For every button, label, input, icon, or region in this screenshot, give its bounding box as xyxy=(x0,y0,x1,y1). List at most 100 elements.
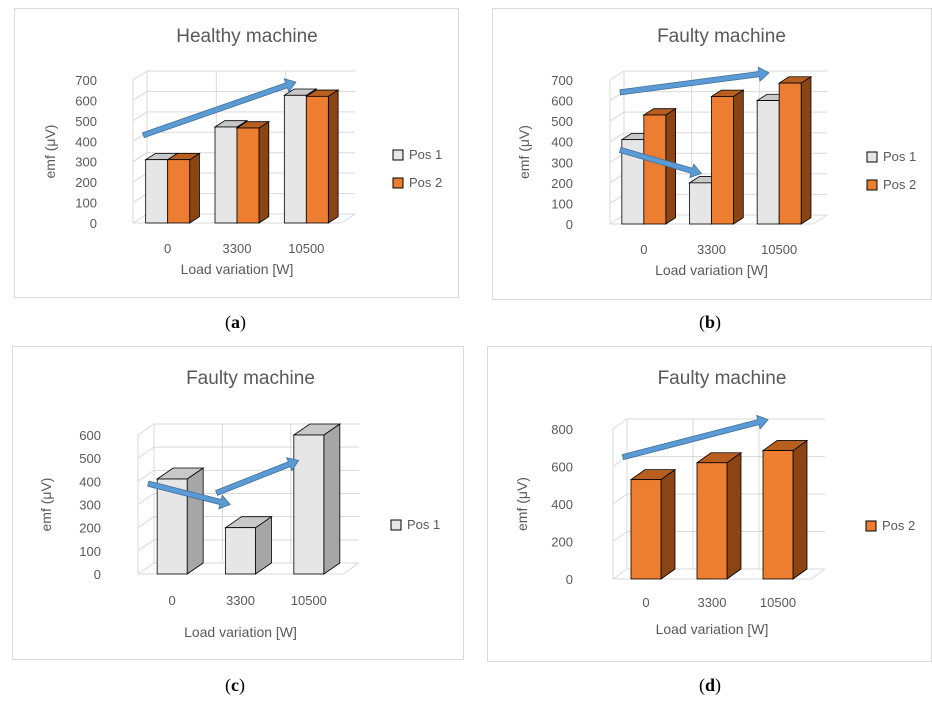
chart-svg-c: Faulty machine 0 100 200 300 400 500 600 0 3300 10… xyxy=(38,368,440,640)
y-axis-label: emf (μV) xyxy=(514,477,530,531)
bar-side xyxy=(792,439,808,580)
trend-arrow-shape xyxy=(142,78,297,139)
legend-label: Pos 2 xyxy=(409,175,442,190)
gridline-wall xyxy=(137,516,155,529)
bar xyxy=(305,95,329,224)
legend-label: Pos 1 xyxy=(883,149,916,164)
y-tick-label: 300 xyxy=(79,498,101,513)
bar xyxy=(283,94,307,224)
x-axis-label: Load variation [W] xyxy=(656,621,769,637)
gridline-wall xyxy=(137,446,155,459)
chart-title: Faulty machine xyxy=(186,368,315,389)
y-tick-label: 100 xyxy=(79,544,101,559)
x-tick-label: 0 xyxy=(642,595,649,610)
bar xyxy=(630,479,662,580)
x-tick-label: 3300 xyxy=(697,242,726,257)
bar xyxy=(643,114,667,225)
y-tick-label: 300 xyxy=(75,155,97,170)
gridline-wall xyxy=(132,152,148,163)
chart-title: Healthy machine xyxy=(176,26,318,47)
y-tick-label: 400 xyxy=(551,497,573,512)
x-tick-label: 10500 xyxy=(760,595,796,610)
gridline-wall xyxy=(609,132,625,143)
gridline-wall xyxy=(137,493,155,505)
y-tick-label: 600 xyxy=(79,428,101,443)
y-axis-label: emf (μV) xyxy=(516,125,532,179)
y-tick-label: 300 xyxy=(551,155,573,170)
caption-letter-b: b xyxy=(705,312,716,332)
y-tick-label: 100 xyxy=(75,196,97,211)
trend-arrow-shape xyxy=(215,457,300,496)
y-tick-label: 700 xyxy=(75,73,97,88)
floor-side xyxy=(340,213,356,224)
gridline-wall xyxy=(137,423,155,436)
legend-label: Pos 2 xyxy=(882,518,915,533)
caption-letter-a: a xyxy=(231,312,240,332)
y-tick-label: 600 xyxy=(551,460,573,475)
chart-panel-b: Faulty machine 0 100 200 300 400 500 600 700 0 330… xyxy=(492,8,932,300)
chart-title: Faulty machine xyxy=(657,26,786,47)
legend-label: Pos 2 xyxy=(883,177,916,192)
chart-svg-d: Faulty machine 0 200 400 600 800 0 3300 10500 Loa… xyxy=(514,368,915,637)
bar-side xyxy=(733,89,744,225)
bar-side xyxy=(258,120,270,224)
y-tick-label: 200 xyxy=(551,176,573,191)
legend-swatch xyxy=(392,177,404,189)
gridline-wall xyxy=(132,91,148,101)
y-tick-label: 400 xyxy=(79,474,101,489)
bar-side xyxy=(186,467,204,575)
bar-side xyxy=(323,423,341,575)
bar xyxy=(762,450,794,580)
gridline-wall xyxy=(609,70,625,81)
y-tick-label: 0 xyxy=(566,572,573,587)
x-tick-label: 0 xyxy=(640,242,647,257)
x-tick-label: 0 xyxy=(169,593,176,608)
caption-a: (a) xyxy=(225,312,246,332)
bar-side xyxy=(726,451,742,580)
trend-arrow-shape xyxy=(618,146,703,179)
caption-c: (c) xyxy=(225,675,245,695)
y-tick-label: 500 xyxy=(79,451,101,466)
gridline-wall xyxy=(612,568,628,580)
floor-side xyxy=(810,568,826,580)
x-tick-label: 10500 xyxy=(291,593,327,608)
bar xyxy=(293,434,325,575)
legend-label: Pos 1 xyxy=(409,147,442,162)
y-tick-label: 0 xyxy=(90,216,97,231)
gridline-wall xyxy=(609,111,625,122)
x-tick-label: 10500 xyxy=(761,242,797,257)
legend-swatch xyxy=(866,151,878,163)
x-axis-label: Load variation [W] xyxy=(181,261,294,277)
floor-side xyxy=(812,214,828,225)
legend-swatch xyxy=(866,179,878,191)
x-tick-label: 3300 xyxy=(226,593,255,608)
chart-svg-b: Faulty machine 0 100 200 300 400 500 600 700 0 330… xyxy=(516,26,916,278)
y-axis-label: emf (μV) xyxy=(38,478,54,532)
y-tick-label: 0 xyxy=(566,217,573,232)
caption-letter-c: c xyxy=(231,675,239,695)
bar xyxy=(145,159,169,224)
y-axis-label: emf (μV) xyxy=(42,125,58,179)
chart-svg-a: Healthy machine 0 100 200 300 400 500 600 700 0 33… xyxy=(42,26,442,277)
bar xyxy=(689,182,712,225)
bar xyxy=(214,126,238,224)
x-tick-label: 3300 xyxy=(223,241,252,256)
x-tick-label: 10500 xyxy=(288,241,324,256)
gridline-wall xyxy=(137,562,155,575)
bar xyxy=(778,82,802,225)
bar-side xyxy=(660,468,676,580)
x-tick-label: 0 xyxy=(164,241,171,256)
caption-letter-d: d xyxy=(705,675,716,695)
bar xyxy=(236,127,260,224)
y-tick-label: 800 xyxy=(551,422,573,437)
legend-swatch xyxy=(392,149,404,161)
bar-side xyxy=(327,89,339,224)
y-tick-label: 200 xyxy=(75,175,97,190)
y-tick-label: 400 xyxy=(75,134,97,149)
y-tick-label: 600 xyxy=(551,94,573,109)
y-tick-label: 200 xyxy=(79,521,101,536)
y-tick-label: 500 xyxy=(551,114,573,129)
gridline-wall xyxy=(132,172,148,183)
gridline-wall xyxy=(132,193,148,203)
chart-panel-c: Faulty machine 0 100 200 300 400 500 600 0 3300 10… xyxy=(12,346,464,660)
